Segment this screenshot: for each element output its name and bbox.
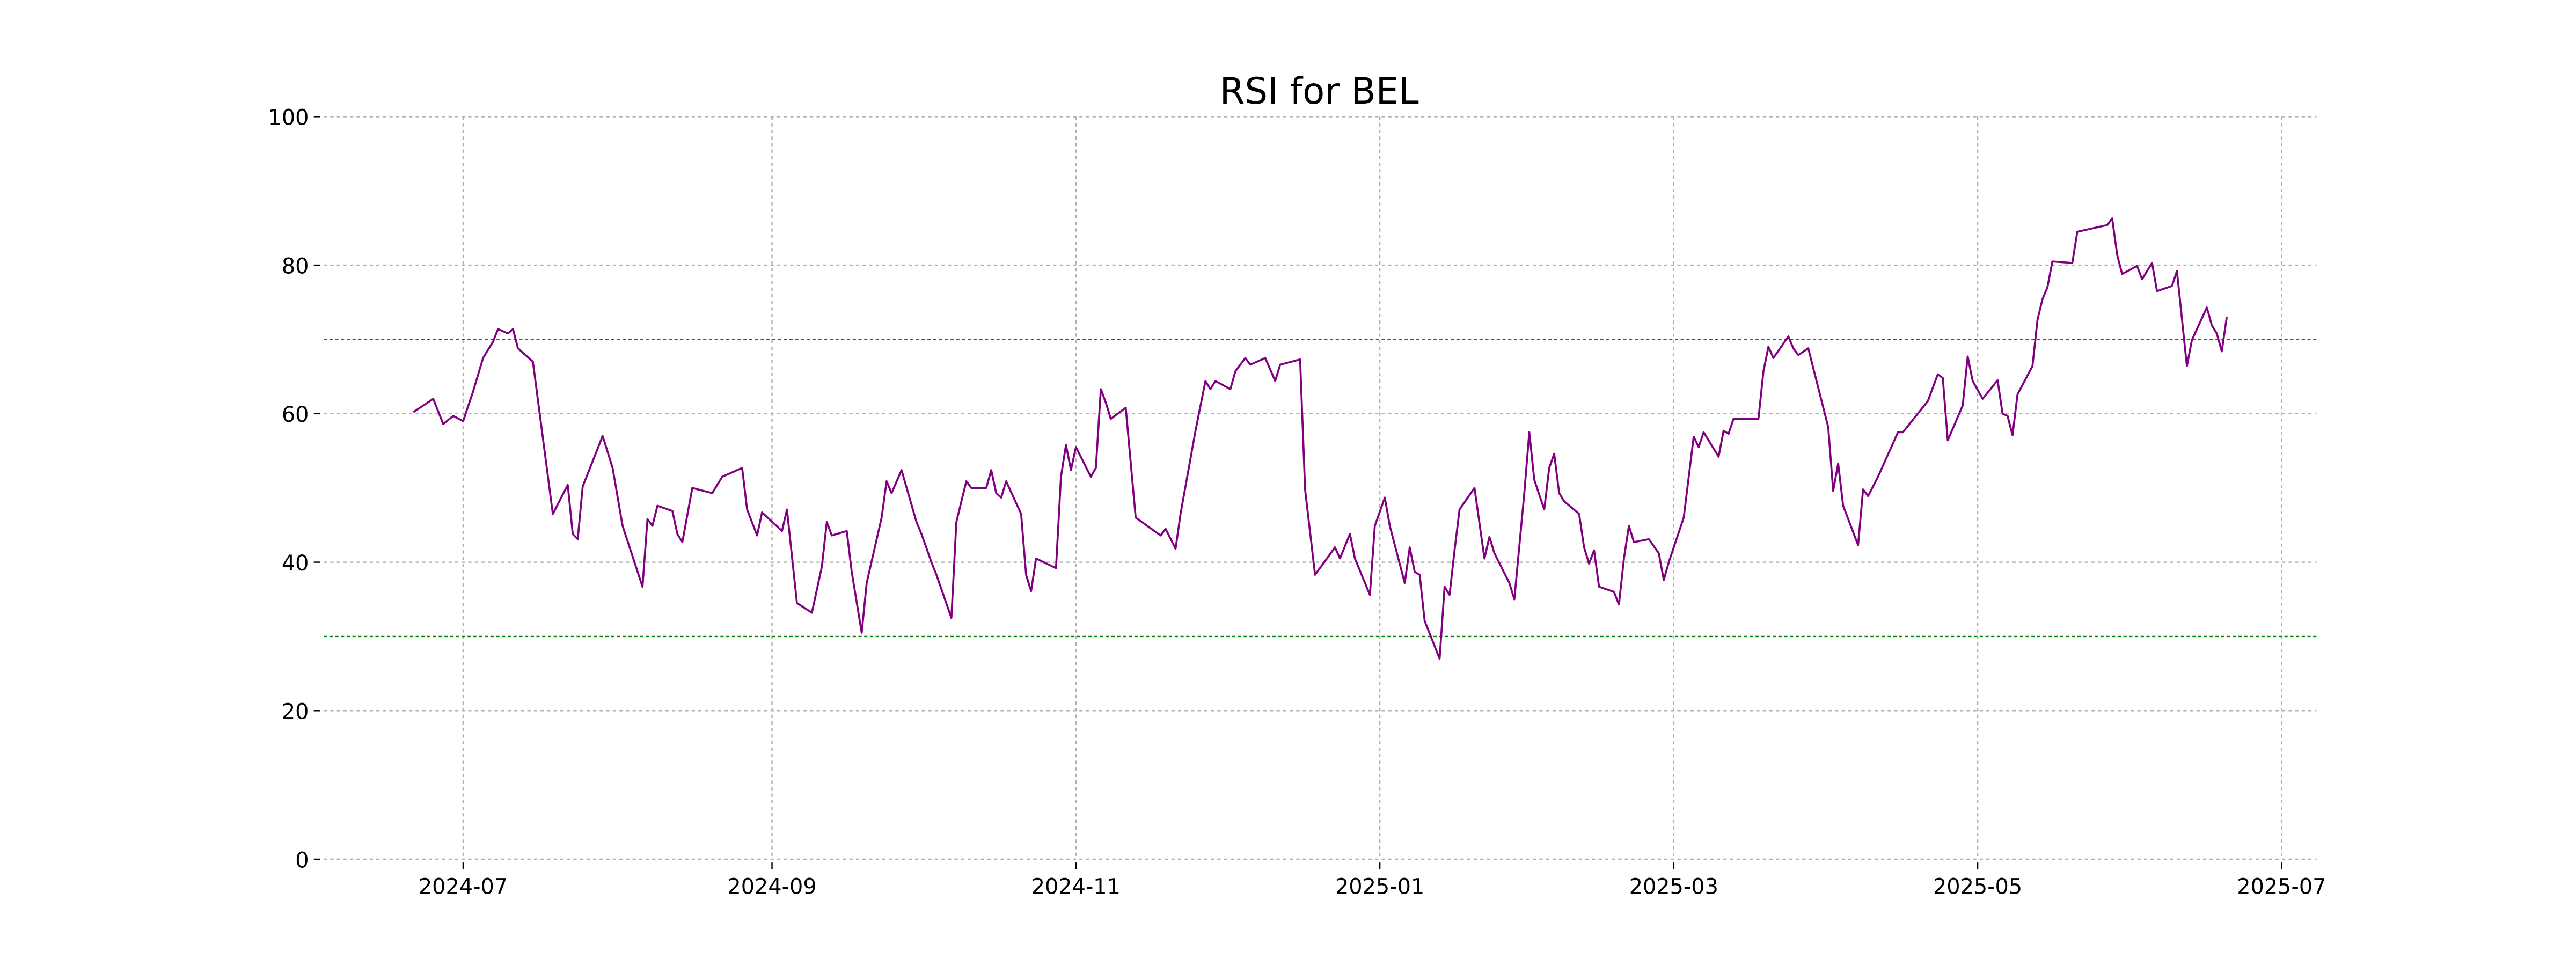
rsi-line [413,217,2228,660]
x-tick-label: 2024-11 [1031,874,1121,899]
y-tick-label: 40 [282,551,309,576]
x-tick-label: 2025-01 [1335,874,1424,899]
chart-title: RSI for BEL [1220,70,1419,112]
y-tick-label: 60 [282,402,309,427]
y-tick-label: 0 [295,848,309,873]
x-tick-label: 2025-07 [2237,874,2326,899]
y-tick-label: 100 [268,106,309,130]
x-tick-label: 2025-03 [1629,874,1718,899]
y-tick-label: 80 [282,254,309,279]
x-tick-label: 2024-09 [727,874,816,899]
x-tick-label: 2025-05 [1933,874,2022,899]
x-tick-label: 2024-07 [419,874,508,899]
y-tick-label: 20 [282,700,309,724]
